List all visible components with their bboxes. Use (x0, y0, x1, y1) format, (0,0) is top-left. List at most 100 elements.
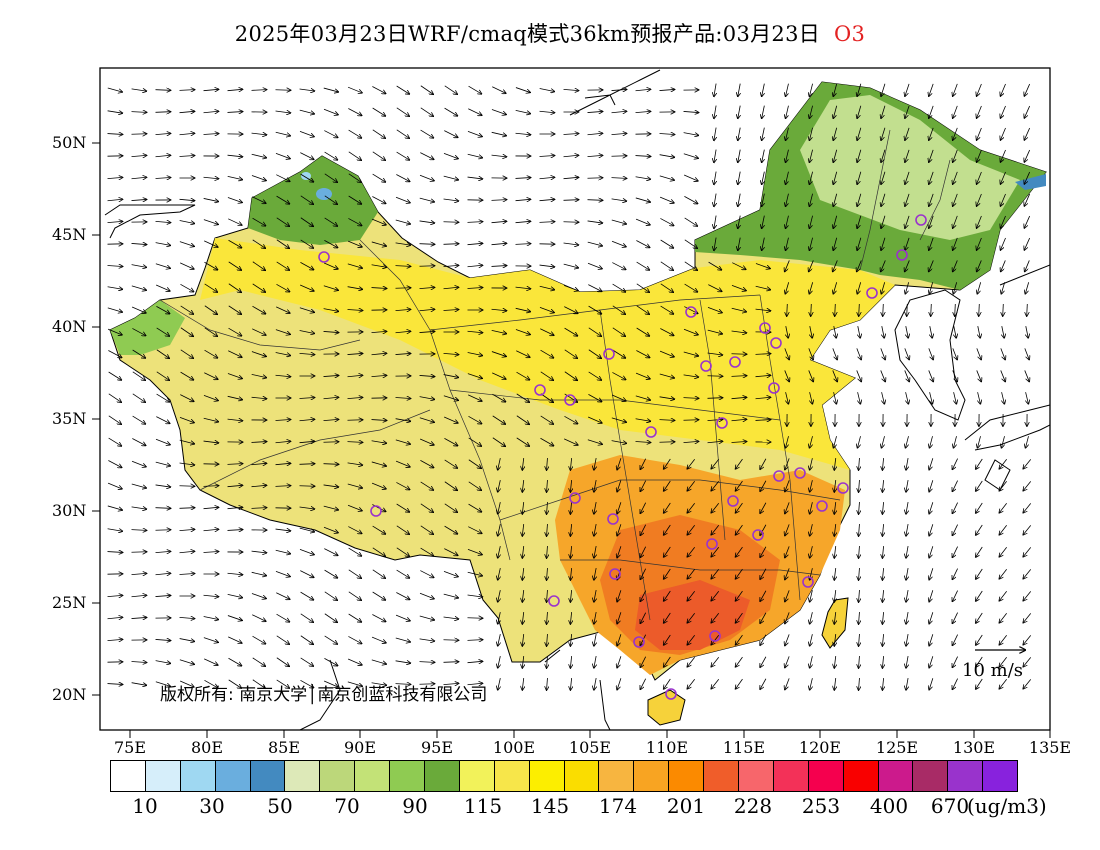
wind-arrow (707, 329, 723, 334)
wind-arrow (1000, 215, 1006, 228)
wind-arrow (227, 175, 243, 179)
wind-arrow (419, 396, 435, 400)
wind-arrow (834, 479, 836, 492)
wind-arrow (131, 89, 147, 91)
wind-arrow (594, 678, 596, 690)
wind-arrow (347, 263, 362, 268)
wind-arrow (323, 505, 339, 510)
wind-arrow (131, 595, 147, 596)
colorbar-cell (493, 760, 529, 792)
wind-arrow (1023, 503, 1032, 512)
wind-arrow (833, 83, 838, 97)
wind-arrow (714, 127, 716, 141)
wind-arrow (785, 634, 790, 645)
wind-arrow (300, 217, 313, 226)
wind-arrow (299, 486, 315, 487)
wind-arrow (834, 677, 836, 690)
wind-arrow (594, 612, 596, 624)
wind-arrow (570, 633, 571, 646)
wind-arrow (882, 457, 883, 470)
wind-arrow (834, 457, 836, 470)
wind-arrow (563, 243, 579, 245)
wind-arrow (299, 527, 315, 532)
wind-arrow (419, 197, 435, 202)
wind-arrow (999, 525, 1007, 534)
wind-arrow (419, 615, 434, 620)
wind-arrow (976, 524, 983, 535)
wind-arrow (251, 508, 267, 509)
wind-arrow (491, 131, 507, 135)
wind-arrow (635, 89, 651, 90)
wind-arrow (952, 502, 958, 514)
wind-arrow (711, 503, 720, 512)
wind-arrow (179, 638, 195, 642)
wind-arrow (227, 373, 242, 378)
wind-arrow (929, 215, 934, 228)
colorbar-label: 70 (334, 794, 360, 818)
wind-arrow (859, 501, 860, 514)
wind-arrow (736, 678, 743, 689)
wind-arrow (834, 523, 836, 536)
wind-arrow (810, 326, 812, 338)
wind-arrow (203, 219, 218, 225)
wind-arrow (570, 545, 571, 558)
wind-arrow (882, 655, 883, 668)
wind-arrow (640, 524, 647, 536)
wind-arrow (371, 659, 386, 664)
colorbar-cell (738, 760, 773, 792)
wind-arrow (1025, 282, 1030, 294)
wind-arrow (107, 134, 123, 135)
wind-arrow (348, 108, 361, 116)
wind-arrow (952, 370, 957, 381)
wind-arrow (563, 222, 579, 223)
wind-arrow (976, 546, 983, 557)
wind-arrow (179, 90, 195, 91)
wind-arrow (683, 153, 698, 158)
wind-arrow (929, 237, 934, 250)
wind-arrow (882, 392, 885, 404)
wind-arrow (1023, 569, 1032, 578)
wind-arrow (203, 111, 219, 112)
wind-arrow (809, 83, 813, 97)
wind-arrow (809, 193, 813, 207)
wind-arrow (570, 501, 571, 514)
station-marker (569, 492, 581, 504)
wind-arrow (1023, 459, 1032, 468)
wind-arrow (786, 127, 789, 141)
wind-arrow (228, 657, 242, 665)
colorbar-cell (598, 760, 634, 792)
wind-arrow (952, 568, 958, 580)
wind-arrow (881, 282, 886, 294)
wind-arrow (953, 83, 958, 96)
wind-arrow (953, 171, 958, 184)
wind-arrow (251, 175, 266, 180)
wind-arrow (443, 662, 459, 663)
colorbar-cell (563, 760, 599, 792)
wind-arrow (953, 193, 958, 206)
wind-arrow (1024, 127, 1031, 140)
wind-arrow (977, 105, 982, 118)
station-marker (759, 322, 771, 334)
wind-arrow (443, 265, 459, 266)
wind-arrow (882, 479, 883, 492)
wind-arrow (275, 131, 291, 136)
wind-arrow (640, 568, 647, 580)
wind-arrow (664, 524, 671, 535)
wind-arrow (228, 218, 242, 225)
wind-arrow (859, 523, 860, 536)
wind-arrow (906, 480, 908, 492)
wind-arrow (760, 678, 767, 689)
wind-arrow (859, 633, 860, 646)
wind-arrow (810, 480, 813, 492)
wind-arrow (276, 283, 289, 291)
wind-arrow (347, 309, 363, 310)
wind-arrow (762, 237, 765, 251)
wind-arrow (419, 375, 435, 376)
wind-arrow (1023, 525, 1032, 534)
wind-arrow (443, 570, 458, 576)
wind-arrow (731, 285, 746, 290)
wind-arrow (300, 261, 313, 269)
wind-arrow (324, 635, 338, 644)
wind-arrow (570, 655, 571, 668)
wind-arrow (708, 261, 722, 270)
